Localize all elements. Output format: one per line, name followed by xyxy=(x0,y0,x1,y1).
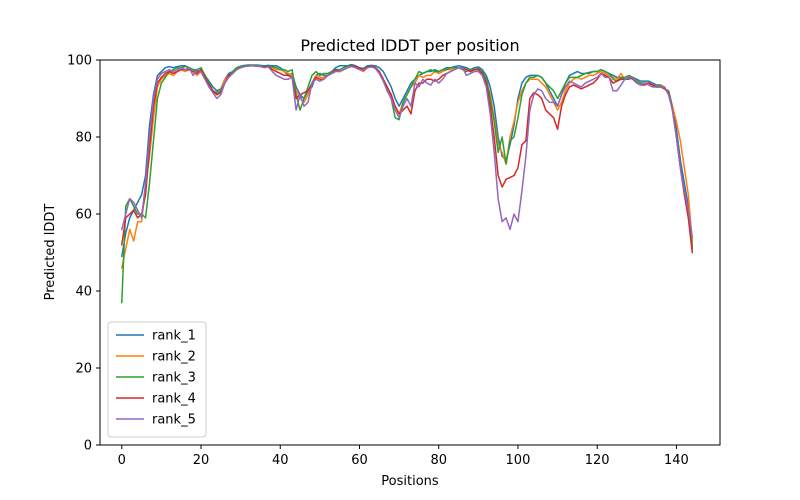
y-tick-label: 20 xyxy=(75,362,92,377)
x-tick-label: 20 xyxy=(193,453,210,468)
x-axis: 0 20 40 60 80 100 120 140 xyxy=(118,445,689,468)
x-tick-label: 100 xyxy=(506,453,531,468)
chart-title: Predicted lDDT per position xyxy=(300,36,519,55)
legend-label-rank-4: rank_4 xyxy=(152,392,196,407)
legend-label-rank-1: rank_1 xyxy=(152,329,196,344)
x-tick-label: 80 xyxy=(430,453,447,468)
series-line-rank-3 xyxy=(121,64,694,304)
x-tick-label: 60 xyxy=(351,453,368,468)
x-tick-label: 40 xyxy=(272,453,289,468)
series-line-rank-4 xyxy=(120,65,694,254)
legend: rank_1 rank_2 rank_3 rank_4 rank_5 xyxy=(107,321,207,438)
y-tick-label: 0 xyxy=(84,439,92,454)
x-tick-label: 0 xyxy=(118,453,126,468)
x-tick-label: 140 xyxy=(664,453,689,468)
y-tick-label: 60 xyxy=(75,208,92,223)
y-tick-label: 100 xyxy=(67,54,92,69)
series-line-rank-5 xyxy=(120,65,694,238)
y-tick-label: 40 xyxy=(75,285,92,300)
x-tick-label: 120 xyxy=(585,453,610,468)
series-layer xyxy=(120,63,694,304)
y-tick-label: 80 xyxy=(75,131,92,146)
legend-box xyxy=(107,321,207,438)
y-axis-label: Predicted lDDT xyxy=(43,204,58,301)
legend-label-rank-3: rank_3 xyxy=(152,371,196,386)
legend-label-rank-2: rank_2 xyxy=(152,350,196,365)
legend-label-rank-5: rank_5 xyxy=(152,413,196,428)
x-axis-label: Positions xyxy=(381,474,439,489)
y-axis: 0 20 40 60 80 100 xyxy=(67,54,100,454)
axes-frame xyxy=(99,59,721,446)
